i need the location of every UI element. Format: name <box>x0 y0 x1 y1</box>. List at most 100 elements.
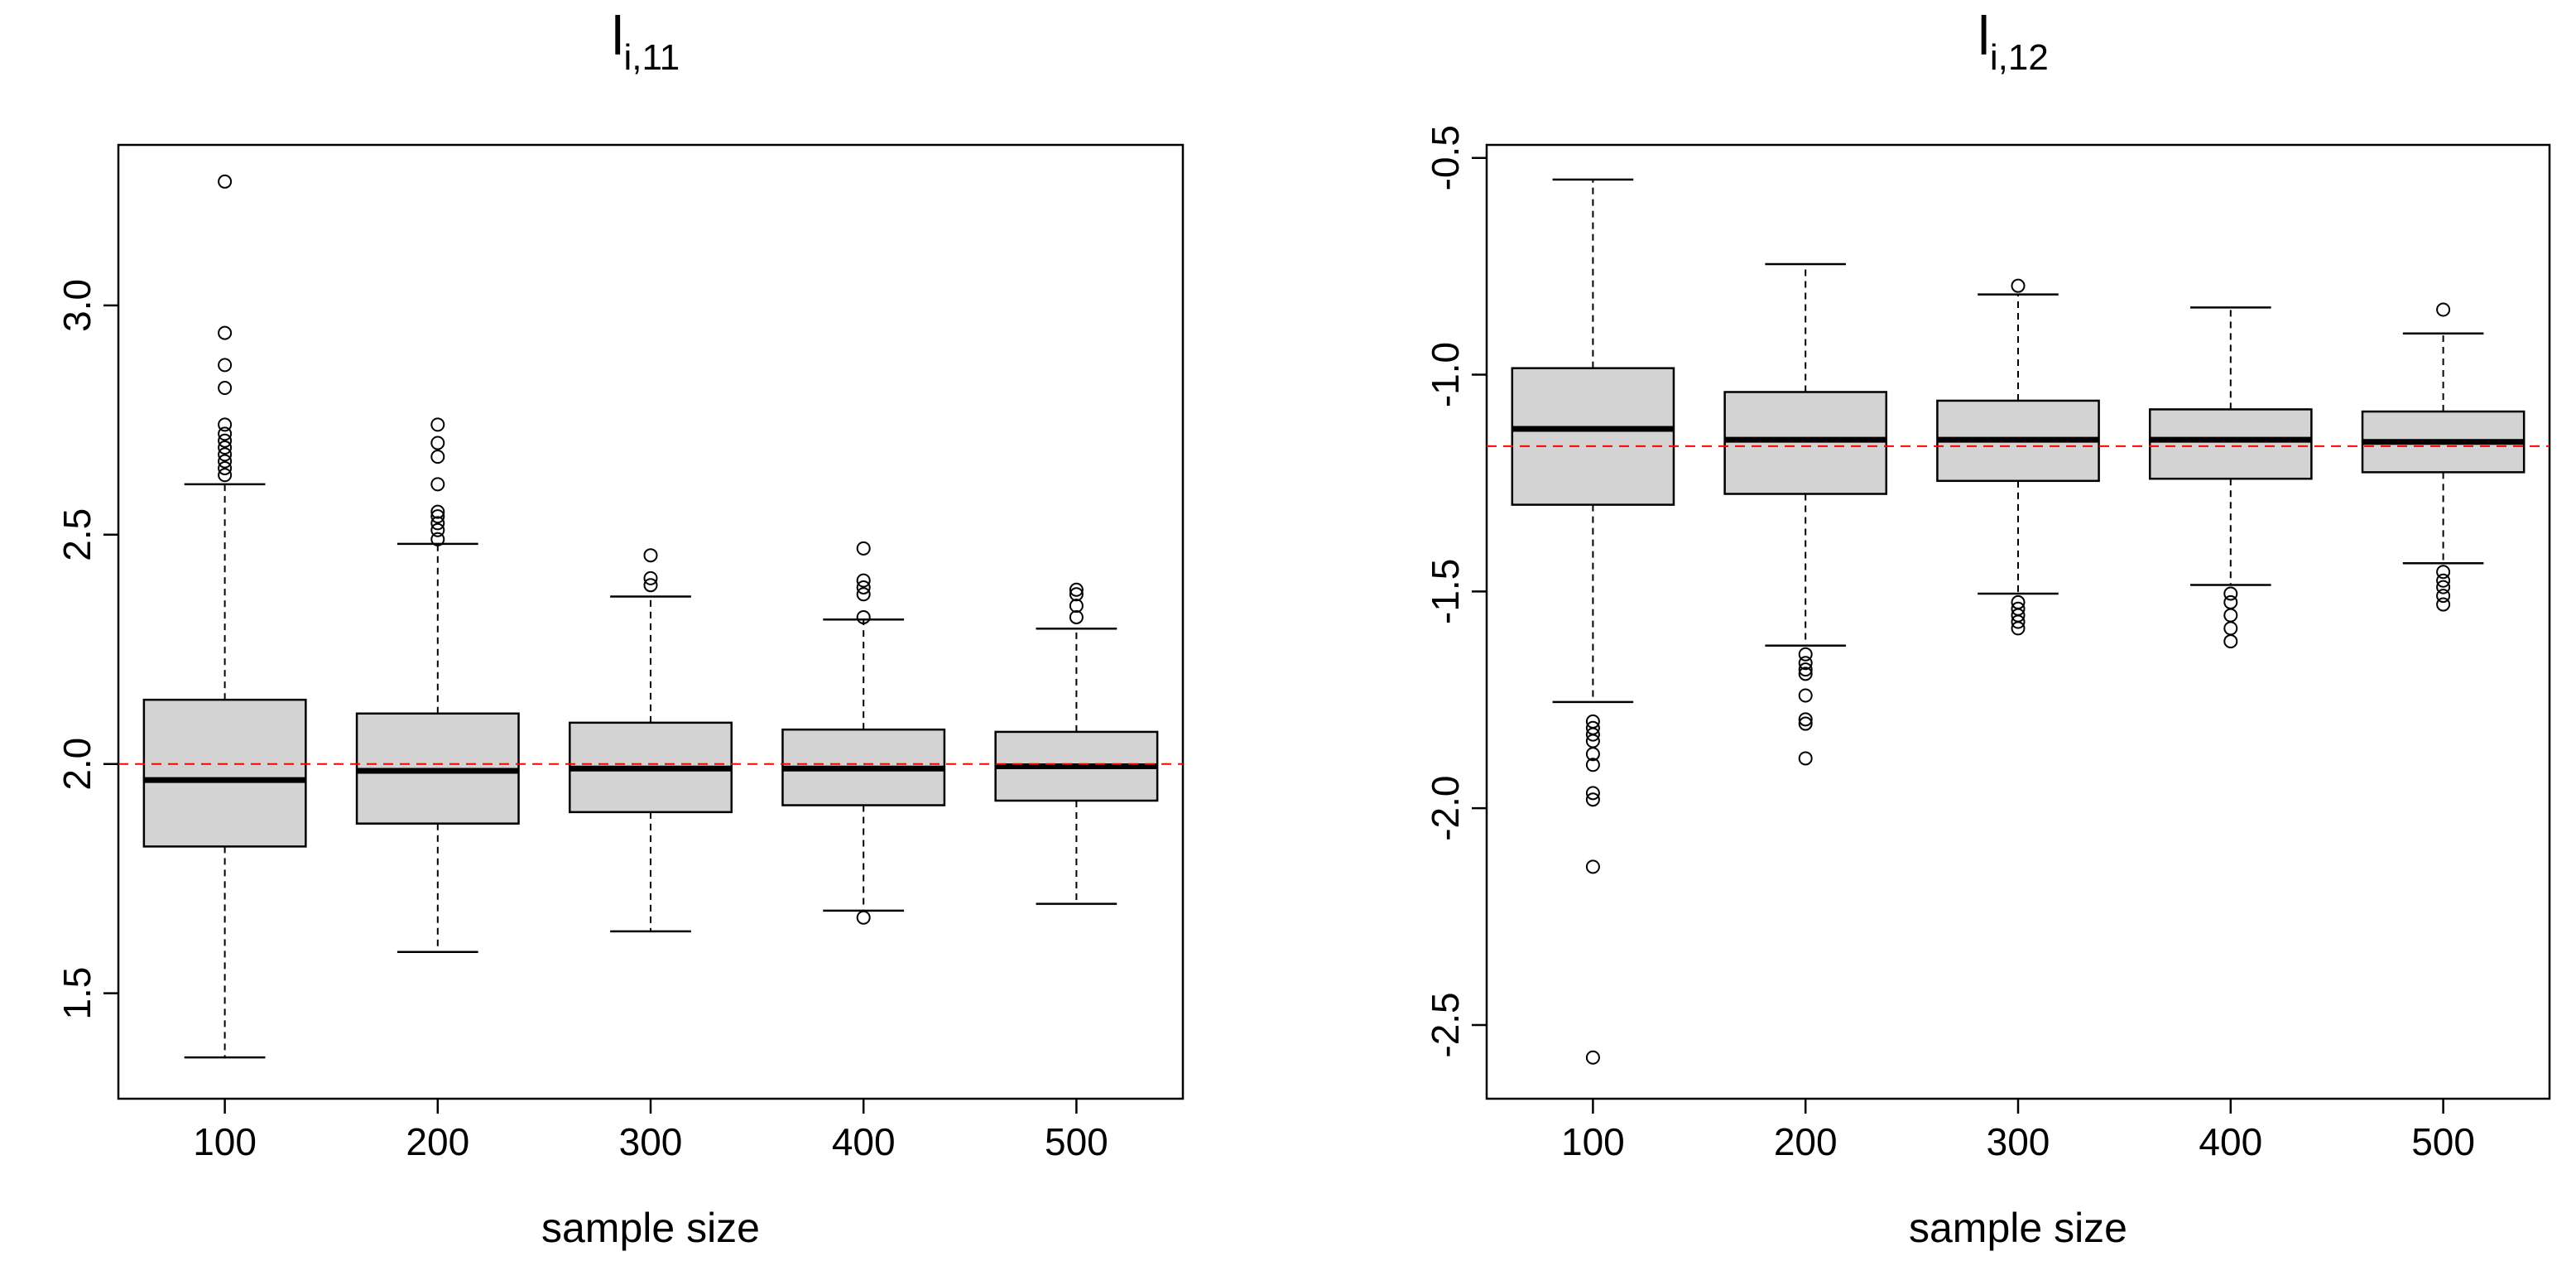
x-tick-label-500: 500 <box>1045 1120 1108 1163</box>
outlier-point <box>430 450 445 464</box>
x-tick-label-100: 100 <box>193 1120 257 1163</box>
outlier-point <box>430 417 445 432</box>
outlier-point <box>643 548 658 563</box>
outlier-point <box>1798 751 1813 766</box>
box-400 <box>781 541 946 925</box>
box-200 <box>1723 262 1888 766</box>
outlier-point <box>856 541 871 556</box>
outlier-point <box>1798 656 1813 671</box>
plot-title-l-i-12: li,12 <box>1978 5 2049 78</box>
outlier-point <box>430 436 445 450</box>
outlier-point <box>1069 587 1084 602</box>
outlier-point <box>1798 712 1813 727</box>
x-tick-label-400: 400 <box>832 1120 896 1163</box>
outlier-point <box>643 578 658 593</box>
iqr-box <box>1511 367 1675 506</box>
outlier-point <box>2223 634 2238 649</box>
outlier-point <box>2436 565 2451 580</box>
outlier-point <box>1585 786 1600 801</box>
outlier-point <box>218 468 233 483</box>
outlier-point <box>218 174 233 189</box>
outlier-point <box>2223 586 2238 601</box>
y-tick-label: 2.5 <box>55 508 99 561</box>
outlier-point <box>218 440 233 455</box>
outlier-point <box>1069 582 1084 597</box>
outlier-point <box>2011 278 2026 293</box>
outlier-point <box>218 460 233 475</box>
outlier-point <box>1585 859 1600 874</box>
outlier-point <box>2223 621 2238 636</box>
outlier-point <box>856 580 871 594</box>
outlier-point <box>2011 621 2026 636</box>
outlier-point <box>2223 594 2238 609</box>
outlier-point <box>1585 747 1600 762</box>
outlier-point <box>218 433 233 448</box>
x-tick-label-300: 300 <box>619 1120 683 1163</box>
x-tick-label-100: 100 <box>1561 1120 1625 1163</box>
x-axis-title-l-i-11: sample size <box>541 1205 760 1251</box>
y-tick-label: 2.0 <box>55 738 99 791</box>
box-100 <box>1511 178 1675 1065</box>
outlier-point <box>430 509 445 524</box>
panel-l-i-11: li,11 1.5 2.0 2.5 3.0 100 200 300 400 500 sample… <box>55 5 1185 1251</box>
outlier-point <box>1798 716 1813 731</box>
box-200 <box>355 417 520 954</box>
box-400 <box>2148 306 2313 649</box>
outlier-point <box>218 417 233 432</box>
outlier-point <box>218 454 233 469</box>
outlier-point <box>2436 589 2451 604</box>
x-axis-title-l-i-12: sample size <box>1909 1205 2127 1251</box>
outlier-point <box>1798 688 1813 703</box>
outlier-point <box>1798 647 1813 662</box>
outlier-point <box>430 477 445 492</box>
outlier-point <box>218 381 233 396</box>
outlier-point <box>856 573 871 588</box>
outlier-point <box>430 516 445 531</box>
y-tick-label: -1.5 <box>1424 559 1467 624</box>
outlier-point <box>218 325 233 340</box>
iqr-box <box>142 698 307 848</box>
outlier-point <box>856 587 871 602</box>
box-100 <box>142 174 307 1059</box>
box-500 <box>2361 302 2526 612</box>
outlier-point <box>1069 599 1084 614</box>
y-tick-label: -2.0 <box>1424 776 1467 841</box>
iqr-box <box>1723 391 1888 495</box>
x-tick-label-400: 400 <box>2199 1120 2262 1163</box>
outlier-point <box>218 447 233 462</box>
outlier-point <box>430 504 445 519</box>
outlier-point <box>1585 792 1600 807</box>
y-tick-label: -0.5 <box>1424 125 1467 190</box>
x-tick-label-200: 200 <box>1774 1120 1838 1163</box>
box-500 <box>994 582 1159 905</box>
panel-l-i-12: li,12 -2.5 -2.0 -1.5 -1.0 -0.5 100 200 300 400 50… <box>1424 5 2551 1251</box>
x-tick-label-200: 200 <box>406 1120 469 1163</box>
y-tick-label: -1.0 <box>1424 342 1467 407</box>
y-tick-label: -2.5 <box>1424 992 1467 1057</box>
outlier-point <box>2436 302 2451 317</box>
box-300 <box>1936 278 2100 636</box>
outlier-point <box>1585 727 1600 742</box>
y-tick-label: 3.0 <box>55 279 99 332</box>
outlier-point <box>2436 580 2451 594</box>
outlier-point <box>2011 614 2026 629</box>
y-tick-label: 1.5 <box>55 967 99 1020</box>
plot-title-l-i-11: li,11 <box>612 5 680 78</box>
outlier-point <box>218 358 233 373</box>
box-300 <box>569 548 733 933</box>
outlier-point <box>1585 1050 1600 1065</box>
outlier-point <box>1069 609 1084 624</box>
outlier-point <box>2436 597 2451 612</box>
outlier-point <box>1585 758 1600 772</box>
plot-frame <box>117 143 1185 1100</box>
plot-area-l-i-12: -2.5 -2.0 -1.5 -1.0 -0.5 100 200 300 400 500 <box>1424 125 2551 1163</box>
outlier-point <box>856 609 871 624</box>
x-tick-label-500: 500 <box>2411 1120 2475 1163</box>
plot-area-l-i-11: 1.5 2.0 2.5 3.0 100 200 300 400 500 <box>55 143 1185 1163</box>
outlier-point <box>1798 667 1813 681</box>
outlier-point <box>1798 662 1813 677</box>
outlier-point <box>430 532 445 546</box>
outlier-point <box>2436 573 2451 588</box>
x-tick-label-300: 300 <box>1987 1120 2050 1163</box>
